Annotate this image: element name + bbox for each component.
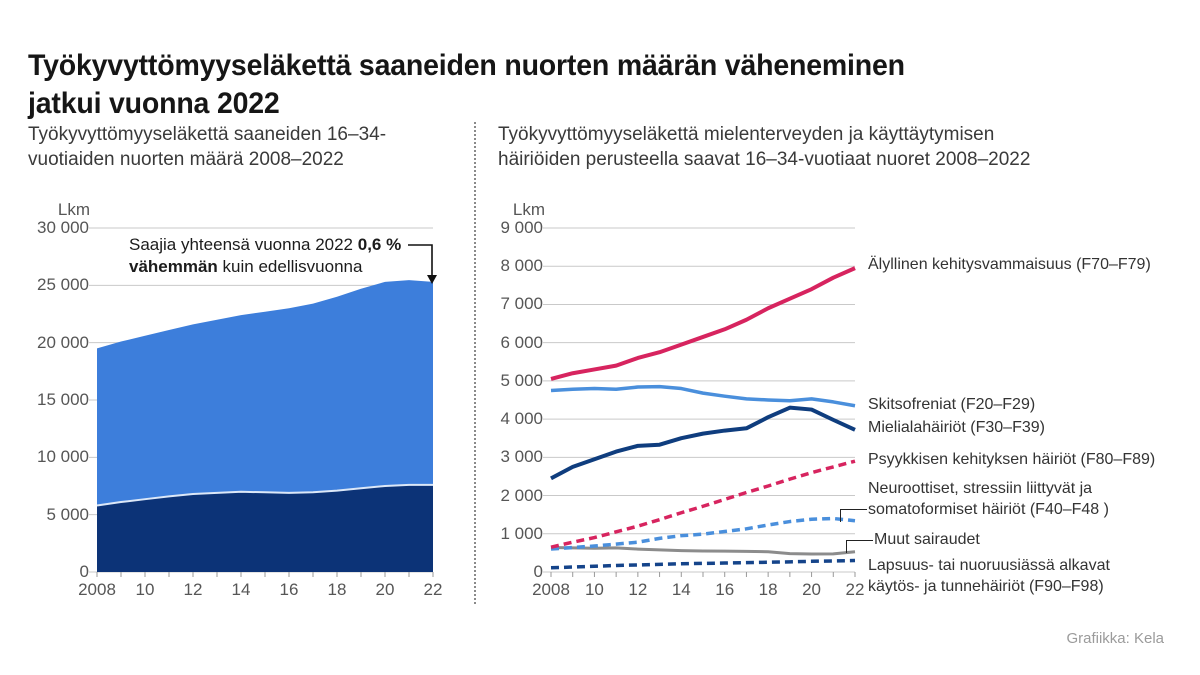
area-chart-svg [89,227,434,577]
y-tick-label: 25 000 [37,275,89,295]
x-tick-label: 16 [715,580,735,599]
y-tick-label: 2 000 [500,485,543,505]
y-tick-label: 9 000 [500,218,543,237]
right-y-axis-unit: Lkm [512,200,545,219]
annotation-plain-text: Saajia yhteensä vuonna 2022 [129,235,358,254]
y-tick-label: 5 000 [46,504,89,524]
series-line-mieliala [550,405,856,481]
y-tick-label: 1 000 [500,523,543,543]
y-tick-label: 0 [533,562,543,581]
y-tick-label: 6 000 [500,332,543,352]
series-label-skitsofreniat: Skitsofreniat (F20–F29) [868,396,1036,413]
series-line-psyykkisen [550,459,856,549]
y-tick-label: 5 000 [500,370,543,390]
connector-somatoformiset [840,509,867,522]
y-tick-label: 8 000 [500,256,543,276]
annotation-plain-text: kuin edellisvuonna [217,256,363,276]
x-tick-label: 22 [845,580,865,599]
annotation-text: Saajia yhteensä vuonna 2022 0,6 % vähemm… [129,234,425,277]
y-tick-label: 7 000 [500,294,543,314]
graphics-credit: Grafiikka: Kela [1066,630,1164,647]
series-line-skitsofreniat [550,384,856,408]
y-tick-label: 3 000 [500,447,543,467]
series-line-muut [550,546,856,556]
series-label-neuroottiset: Neuroottiset, stressiin liittyvät ja soma… [868,480,1109,518]
y-tick-label: 20 000 [37,332,89,352]
series-label-lapsuus: Lapsuus- tai nuoruusiässä alkavat käytös-… [868,557,1110,595]
x-tick-label: 2008 [532,580,570,599]
x-tick-label: 20 [375,580,395,599]
x-tick-label: 10 [135,580,155,599]
line-chart-svg [543,227,856,577]
x-tick-label: 12 [628,580,648,599]
x-tick-label: 2008 [78,580,116,599]
dotted-divider [474,122,476,604]
series-label-mieliala: Mielialahäiriöt (F30–F39) [868,419,1045,436]
x-tick-label: 16 [279,580,299,599]
x-tick-label: 22 [423,580,443,599]
series-label-psyykkisen: Psyykkisen kehityksen häiriöt (F80–F89) [868,451,1156,468]
y-tick-label: 15 000 [37,390,89,409]
area-25-34 [97,280,433,506]
page-title: Työkyvyttömyyseläkettä saaneiden nuorten… [28,49,905,121]
right-chart-subtitle: Työkyvyttömyyseläkettä mielenterveyden j… [498,124,1031,170]
connector-muut-sairaudet [846,540,873,553]
series-line-alyllinen [550,266,856,381]
left-chart-subtitle: Työkyvyttömyyseläkettä saaneiden 16–34- v… [28,124,387,170]
y-tick-label: 30 000 [37,218,89,237]
series-line-lapsuus [550,558,856,570]
area-boundary-line [96,483,433,507]
x-tick-label: 18 [327,580,347,599]
x-tick-label: 18 [758,580,778,599]
x-tick-label: 20 [802,580,822,599]
x-tick-label: 10 [584,580,604,599]
right-chart-plot: 0 1 000 2 000 3 000 4 000 5 000 6 000 7 000 8 00… [500,218,864,599]
area-16-24 [97,484,433,572]
series-label-muut: Muut sairaudet [874,531,980,548]
x-tick-label: 14 [231,580,251,599]
y-tick-label: 10 000 [37,447,89,467]
left-y-axis-unit: Lkm [57,200,90,219]
series-label-alyllinen: Älyllinen kehitysvammaisuus (F70–F79) [868,256,1151,273]
y-tick-label: 0 [79,562,89,581]
x-tick-label: 14 [671,580,691,599]
y-tick-label: 4 000 [500,409,543,429]
annotation-arrow-icon [408,244,437,284]
annotation-bold-text: 0,6 % vähemmän [129,235,402,276]
x-tick-label: 12 [183,580,203,599]
